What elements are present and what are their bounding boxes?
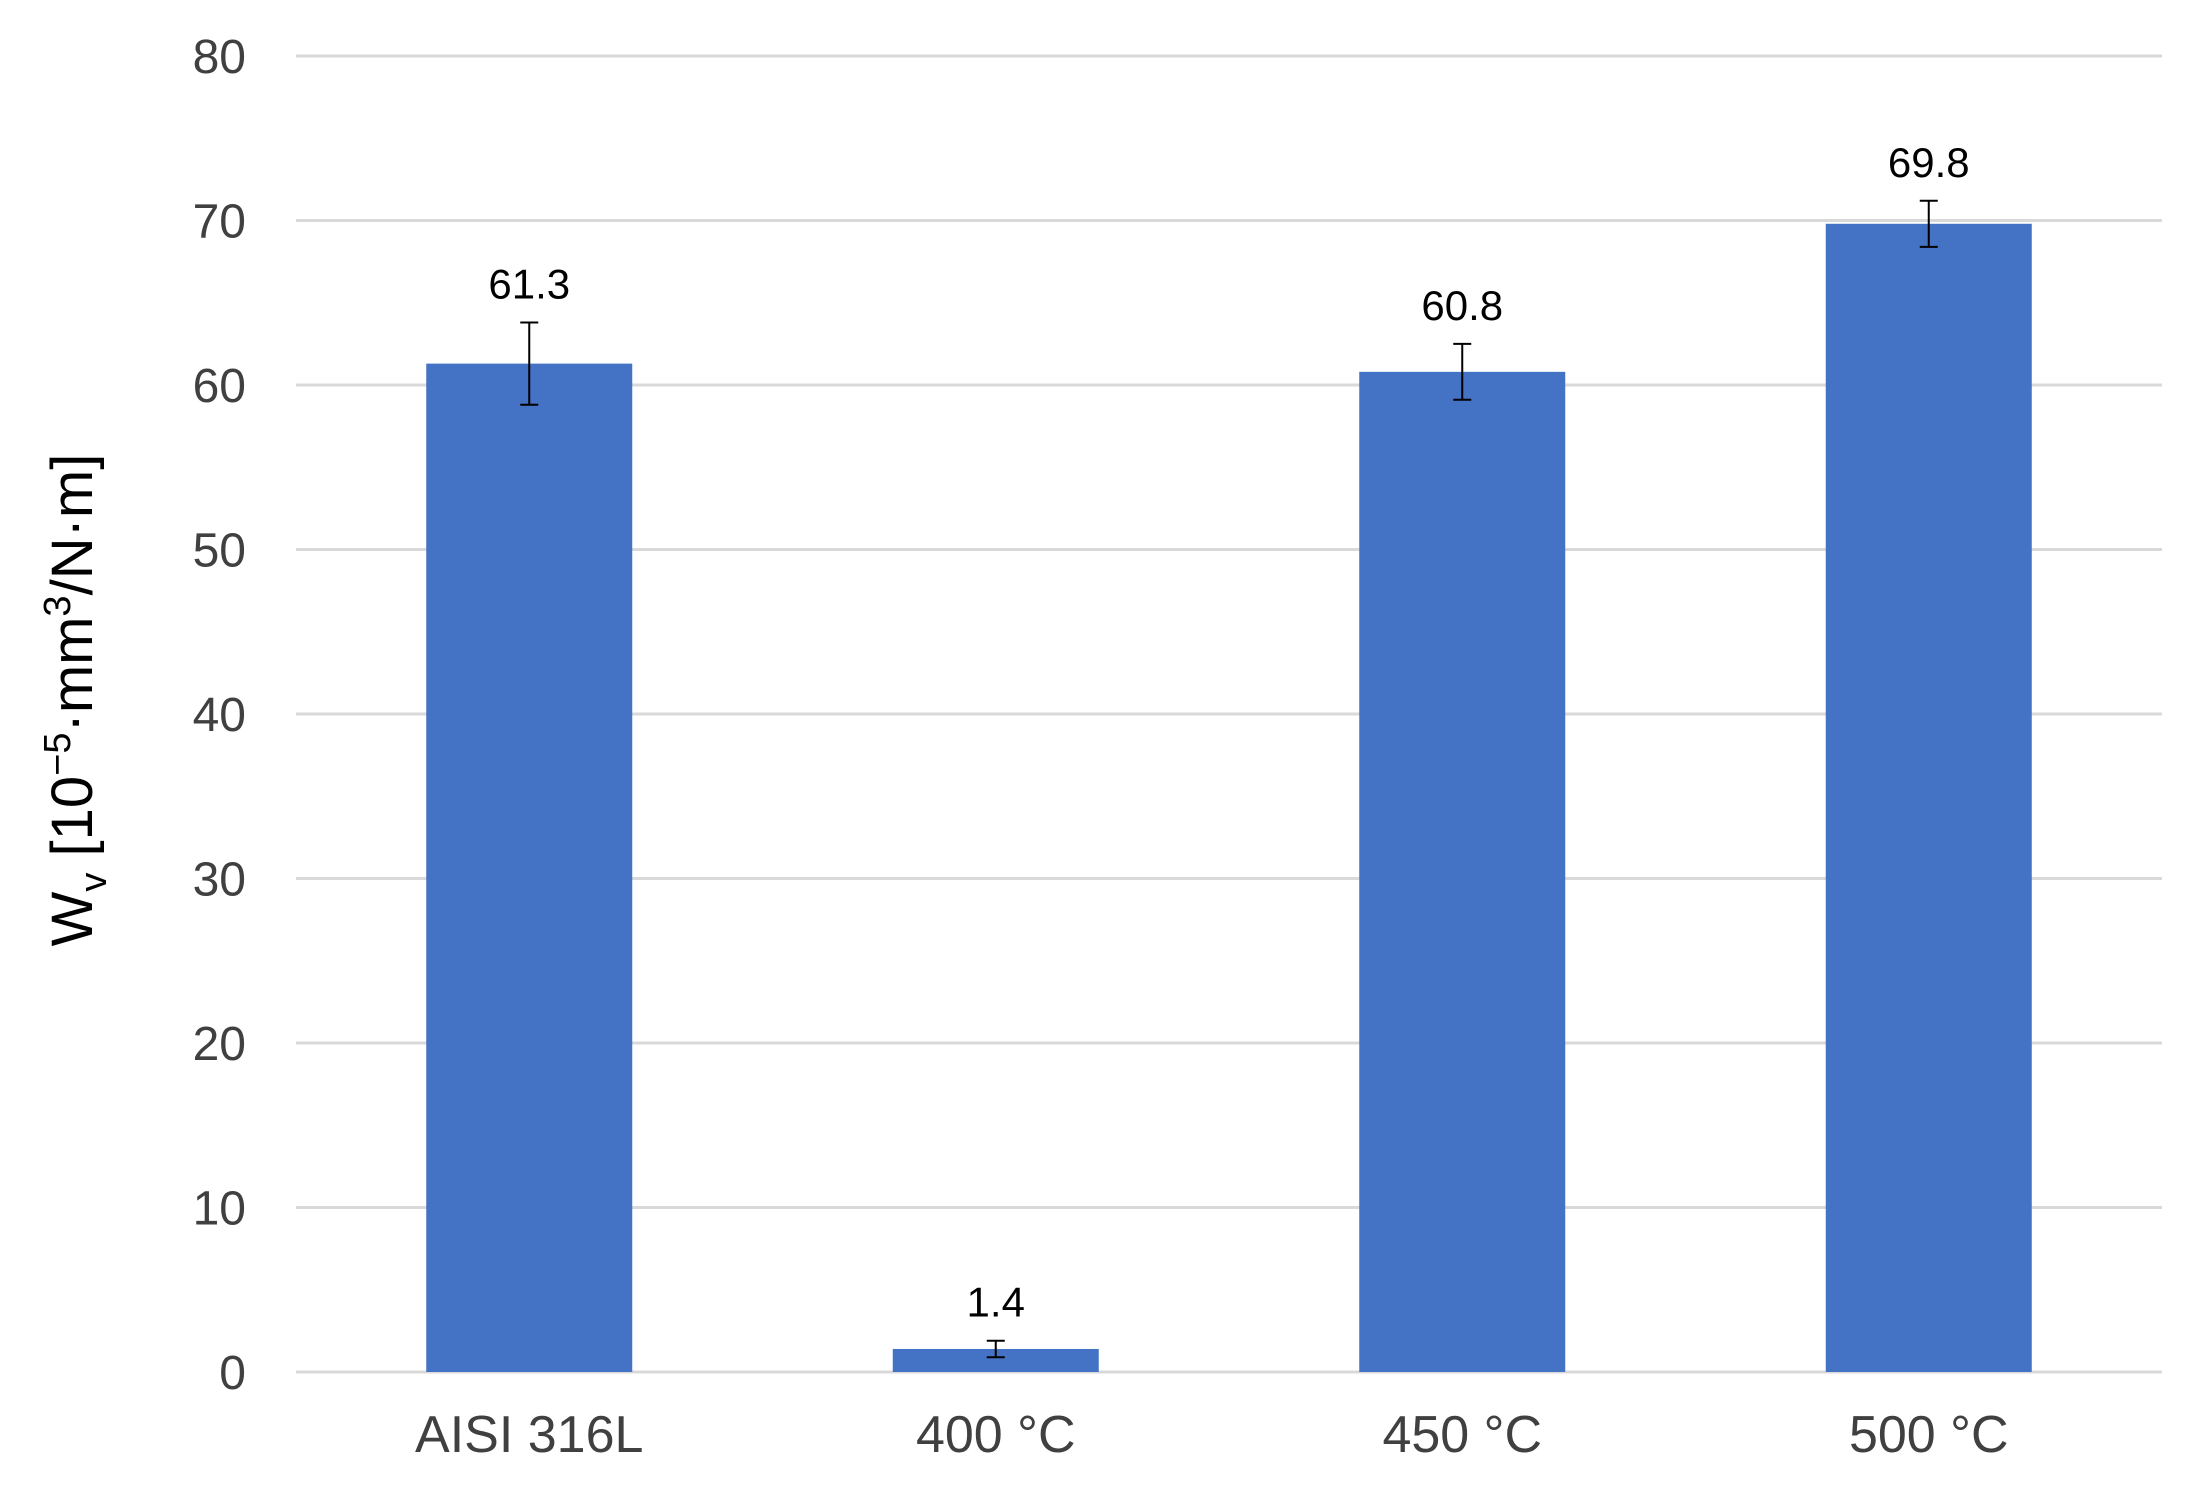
x-category-label: AISI 316L bbox=[415, 1406, 643, 1464]
error-bars bbox=[520, 199, 1938, 1359]
y-axis-label-exp2: 3 bbox=[37, 595, 79, 616]
y-tick-label: 20 bbox=[193, 1018, 246, 1071]
bar bbox=[892, 1348, 1099, 1372]
y-tick-label: 50 bbox=[193, 525, 246, 578]
y-tick-label: 70 bbox=[193, 196, 246, 249]
x-category-label: 500 °C bbox=[1849, 1406, 2009, 1464]
bars bbox=[426, 223, 2032, 1373]
bar bbox=[1825, 223, 2032, 1372]
y-tick-labels: 0 10 20 30 40 50 60 70 80 bbox=[193, 31, 246, 1400]
bar bbox=[426, 363, 633, 1372]
y-tick-label: 0 bbox=[219, 1347, 246, 1400]
data-labels: 61.3 1.4 60.8 69.8 bbox=[488, 139, 1969, 1326]
y-tick-label: 10 bbox=[193, 1183, 246, 1236]
y-axis-label: Wv [10−5·mm3/N·m] bbox=[37, 454, 115, 947]
x-category-labels: AISI 316L 400 °C 450 °C 500 °C bbox=[415, 1406, 2008, 1464]
x-category-label: 400 °C bbox=[916, 1406, 1076, 1464]
y-axis-label-sub: v bbox=[73, 873, 115, 892]
x-category-label: 450 °C bbox=[1382, 1406, 1542, 1464]
y-axis-label-tail: /N·m] bbox=[40, 454, 105, 596]
y-axis-label-open: [10 bbox=[40, 776, 105, 873]
data-label: 69.8 bbox=[1888, 139, 1970, 186]
bar bbox=[1359, 371, 1566, 1373]
data-label: 61.3 bbox=[488, 260, 570, 307]
y-tick-label: 60 bbox=[193, 360, 246, 413]
data-label: 60.8 bbox=[1421, 282, 1503, 329]
y-axis-label-main: W bbox=[40, 891, 105, 946]
data-label: 1.4 bbox=[967, 1279, 1025, 1326]
y-tick-label: 40 bbox=[193, 689, 246, 742]
y-tick-label: 80 bbox=[193, 31, 246, 84]
y-axis-label-mid: ·mm bbox=[40, 617, 105, 733]
y-axis-label-exp: −5 bbox=[37, 733, 79, 776]
y-tick-label: 30 bbox=[193, 854, 246, 907]
